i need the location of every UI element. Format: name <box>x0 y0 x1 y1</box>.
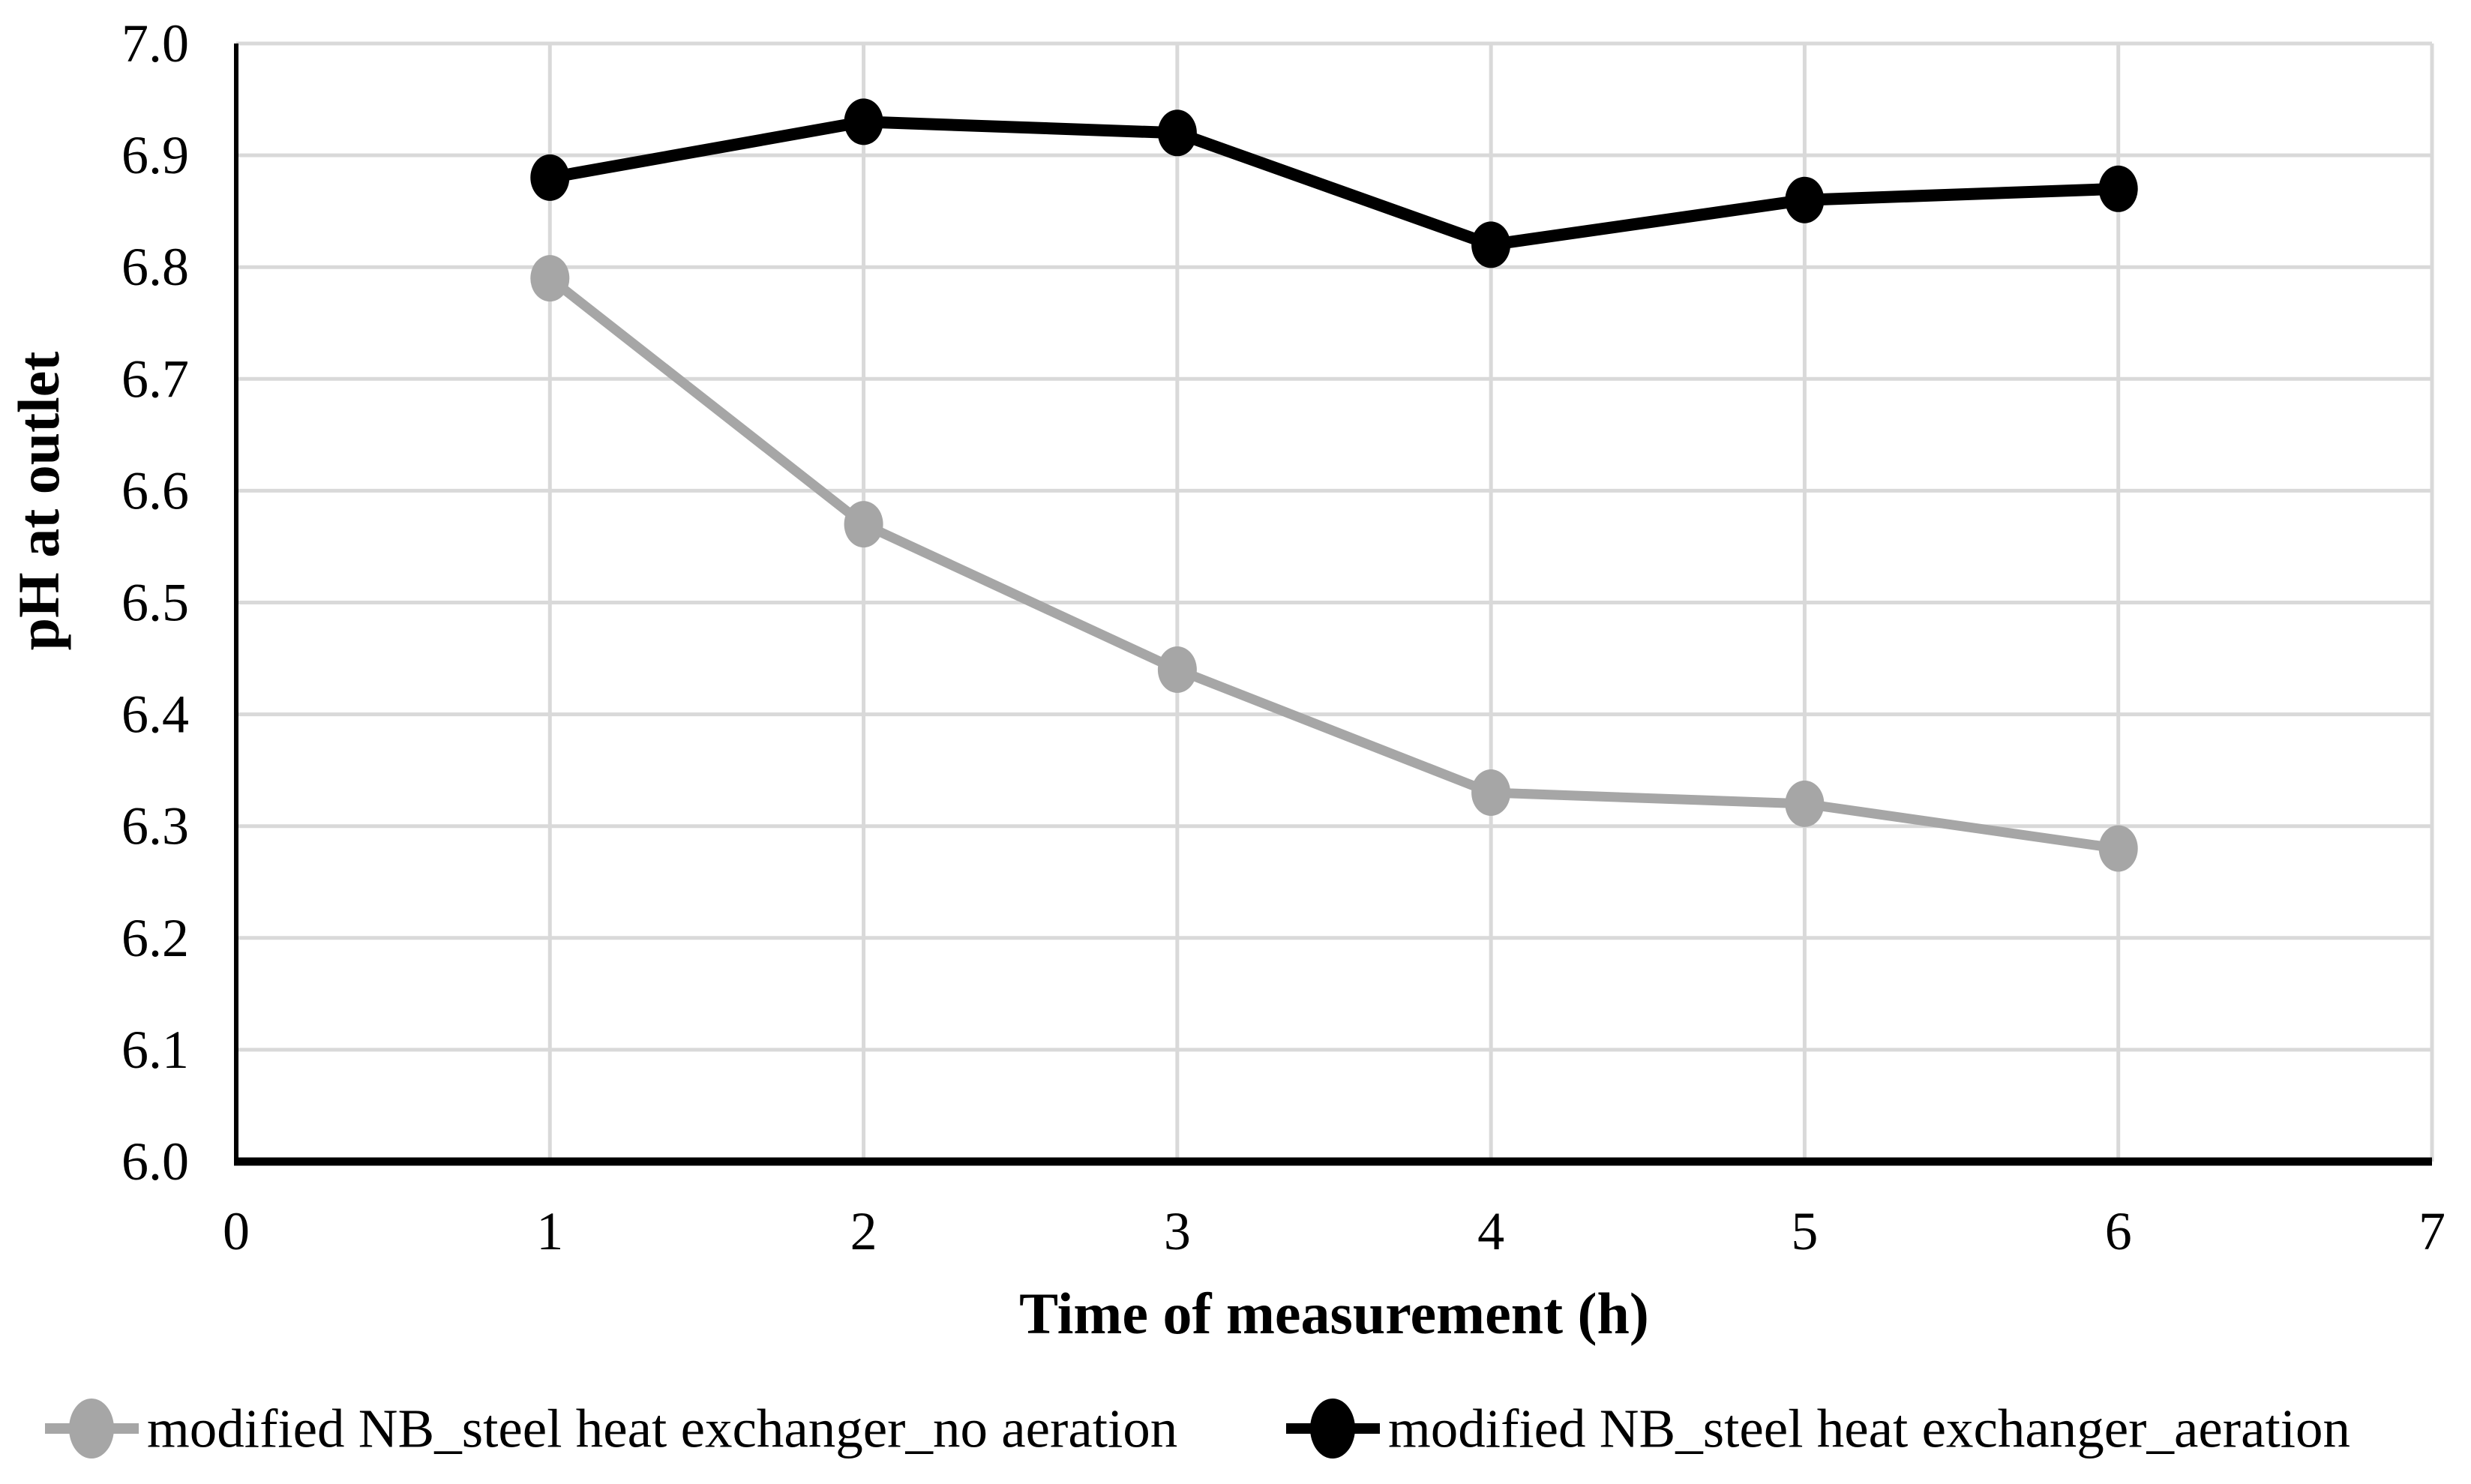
series-layer <box>530 98 2138 872</box>
gridlines-layer <box>236 41 2434 1162</box>
data-point-marker <box>1471 221 1511 268</box>
data-point-marker <box>1157 646 1197 693</box>
y-tick-label: 7.0 <box>121 13 189 73</box>
data-point-marker <box>1471 769 1511 816</box>
series-line <box>548 115 2119 251</box>
legend-item-no-aeration: modified NB_steel heat exchanger_no aera… <box>45 1399 1177 1459</box>
x-tick-label: 3 <box>1164 1201 1191 1261</box>
data-point-marker <box>530 154 570 201</box>
x-tick-label: 2 <box>850 1201 877 1261</box>
data-point-marker <box>2098 825 2138 872</box>
y-tick-label: 6.3 <box>121 796 189 856</box>
x-tick-label: 6 <box>2105 1201 2132 1261</box>
y-axis-title: pH at outlet <box>6 352 71 651</box>
y-tick-label: 6.0 <box>121 1132 189 1192</box>
axes-layer <box>234 43 2432 1166</box>
y-tick-label: 6.5 <box>121 573 189 633</box>
series-aeration <box>530 98 2138 268</box>
legend-label-no-aeration: modified NB_steel heat exchanger_no aera… <box>147 1399 1177 1459</box>
series-no-aeration <box>530 255 2138 872</box>
data-point-marker <box>1785 176 1825 223</box>
x-axis-title: Time of measurement (h) <box>1019 1281 1649 1346</box>
x-tick-label: 0 <box>223 1201 250 1261</box>
y-tick-label: 6.8 <box>121 237 189 297</box>
y-tick-label: 6.4 <box>121 685 189 745</box>
data-point-marker <box>1785 780 1825 827</box>
x-tick-label: 4 <box>1477 1201 1504 1261</box>
y-tick-label: 6.7 <box>121 349 189 409</box>
tick-labels-layer: 6.0 6.1 6.2 6.3 6.4 6.5 6.6 6.7 6.8 6.9 7.0 0 1 2 3 4 5 6… <box>121 13 2446 1261</box>
legend-circle-marker-gray <box>69 1399 114 1459</box>
y-tick-label: 6.6 <box>121 460 189 520</box>
x-tick-label: 5 <box>1791 1201 1818 1261</box>
y-tick-label: 6.1 <box>121 1020 189 1080</box>
legend-label-aeration: modified NB_steel heat exchanger_aeratio… <box>1388 1399 2350 1459</box>
data-point-marker <box>2098 165 2138 212</box>
data-point-marker <box>844 98 883 145</box>
x-tick-label: 7 <box>2419 1201 2446 1261</box>
legend-circle-marker-black <box>1310 1399 1355 1459</box>
y-tick-label: 6.9 <box>121 125 189 185</box>
series-line <box>547 274 2119 853</box>
data-point-marker <box>1157 109 1197 157</box>
y-tick-label: 6.2 <box>121 908 189 968</box>
data-point-marker <box>844 501 883 548</box>
x-tick-label: 1 <box>536 1201 563 1261</box>
legend: modified NB_steel heat exchanger_no aera… <box>45 1399 2350 1459</box>
legend-item-aeration: modified NB_steel heat exchanger_aeratio… <box>1286 1399 2350 1459</box>
data-point-marker <box>530 255 570 302</box>
